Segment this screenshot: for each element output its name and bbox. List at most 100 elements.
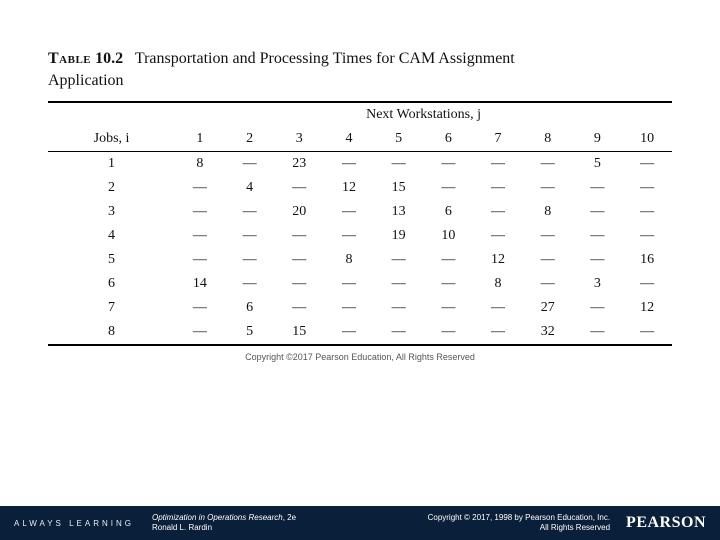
row-label: 7 — [48, 296, 175, 320]
cell: — — [573, 296, 623, 320]
table-row: 5 — — — 8 — — 12 — — 16 — [48, 248, 672, 272]
cell: — — [424, 176, 474, 200]
cell: 8 — [175, 152, 225, 177]
cell: — — [374, 320, 424, 345]
content-area: Table 10.2 Transportation and Processing… — [0, 0, 720, 362]
row-label: 8 — [48, 320, 175, 345]
cell: — — [324, 152, 374, 177]
book-info: Optimization in Operations Research, 2e … — [144, 513, 304, 532]
cell: — — [622, 152, 672, 177]
cell: — — [175, 248, 225, 272]
cell: 16 — [622, 248, 672, 272]
cell: — — [424, 320, 474, 345]
cell: — — [622, 224, 672, 248]
cell: — — [225, 272, 275, 296]
cell: 15 — [274, 320, 324, 345]
cell: 20 — [274, 200, 324, 224]
cell: 4 — [225, 176, 275, 200]
table-row: 6 14 — — — — — 8 — 3 — — [48, 272, 672, 296]
cell: — — [225, 200, 275, 224]
copyright-line1: Copyright © 2017, 1998 by Pearson Educat… — [428, 513, 610, 522]
cell: — — [324, 224, 374, 248]
cell: 23 — [274, 152, 324, 177]
cell: — — [473, 296, 523, 320]
caption-label: Table — [48, 50, 91, 67]
cell: — — [374, 152, 424, 177]
data-table: Next Workstations, j Jobs, i 1 2 3 4 5 6… — [48, 101, 672, 346]
col-header: 3 — [274, 127, 324, 152]
footer-bar: ALWAYS LEARNING Optimization in Operatio… — [0, 506, 720, 540]
cell: — — [175, 320, 225, 345]
col-header: 2 — [225, 127, 275, 152]
table-row: 1 8 — 23 — — — — — 5 — — [48, 152, 672, 177]
cell: — — [374, 272, 424, 296]
column-header-row: Jobs, i 1 2 3 4 5 6 7 8 9 10 — [48, 127, 672, 152]
table-row: 8 — 5 15 — — — — 32 — — — [48, 320, 672, 345]
cell: — — [175, 176, 225, 200]
row-label: 3 — [48, 200, 175, 224]
cell: 3 — [573, 272, 623, 296]
cell: — — [573, 224, 623, 248]
book-author: Ronald L. Rardin — [152, 523, 212, 532]
cell: 5 — [573, 152, 623, 177]
cell: — — [225, 248, 275, 272]
cell: — — [274, 272, 324, 296]
row-label: 4 — [48, 224, 175, 248]
table-row: 4 — — — — 19 10 — — — — — [48, 224, 672, 248]
col-header: 10 — [622, 127, 672, 152]
row-label-header: Jobs, i — [48, 127, 175, 152]
cell: 12 — [622, 296, 672, 320]
cell: 10 — [424, 224, 474, 248]
inner-copyright: Copyright ©2017 Pearson Education, All R… — [48, 346, 672, 362]
cell: — — [573, 320, 623, 345]
cell: 8 — [523, 200, 573, 224]
cell: 5 — [225, 320, 275, 345]
cell: — — [225, 224, 275, 248]
row-label: 6 — [48, 272, 175, 296]
super-header: Next Workstations, j — [175, 102, 672, 127]
blank-header — [48, 102, 175, 127]
row-label: 5 — [48, 248, 175, 272]
cell: 15 — [374, 176, 424, 200]
row-label: 2 — [48, 176, 175, 200]
cell: 12 — [473, 248, 523, 272]
cell: — — [622, 200, 672, 224]
caption-number: 10.2 — [95, 50, 123, 67]
pearson-brand: PEARSON — [620, 514, 720, 532]
col-header: 5 — [374, 127, 424, 152]
cell: — — [473, 224, 523, 248]
cell: — — [274, 224, 324, 248]
col-header: 8 — [523, 127, 573, 152]
cell: — — [424, 152, 474, 177]
cell: — — [274, 296, 324, 320]
cell: — — [622, 272, 672, 296]
cell: — — [523, 272, 573, 296]
footer-copyright: Copyright © 2017, 1998 by Pearson Educat… — [428, 513, 620, 532]
caption-title-line2: Application — [48, 72, 124, 89]
cell: — — [175, 296, 225, 320]
table-row: 7 — 6 — — — — — 27 — 12 — [48, 296, 672, 320]
cell: — — [274, 176, 324, 200]
cell: — — [324, 200, 374, 224]
cell: — — [523, 248, 573, 272]
cell: — — [324, 296, 374, 320]
cell: — — [523, 176, 573, 200]
always-learning: ALWAYS LEARNING — [0, 519, 144, 528]
col-header: 4 — [324, 127, 374, 152]
cell: — — [473, 320, 523, 345]
col-header: 9 — [573, 127, 623, 152]
cell: 6 — [424, 200, 474, 224]
cell: — — [473, 152, 523, 177]
book-title: Optimization in Operations Research — [152, 513, 283, 522]
cell: — — [424, 248, 474, 272]
table-row: 2 — 4 — 12 15 — — — — — — [48, 176, 672, 200]
table-caption: Table 10.2 Transportation and Processing… — [48, 48, 672, 91]
super-header-row: Next Workstations, j — [48, 102, 672, 127]
book-edition: , 2e — [283, 513, 296, 522]
slide-page: Table 10.2 Transportation and Processing… — [0, 0, 720, 540]
cell: — — [374, 248, 424, 272]
cell: — — [225, 152, 275, 177]
cell: — — [473, 176, 523, 200]
table-body: 1 8 — 23 — — — — — 5 — 2 — 4 — 1 — [48, 152, 672, 346]
cell: — — [473, 200, 523, 224]
